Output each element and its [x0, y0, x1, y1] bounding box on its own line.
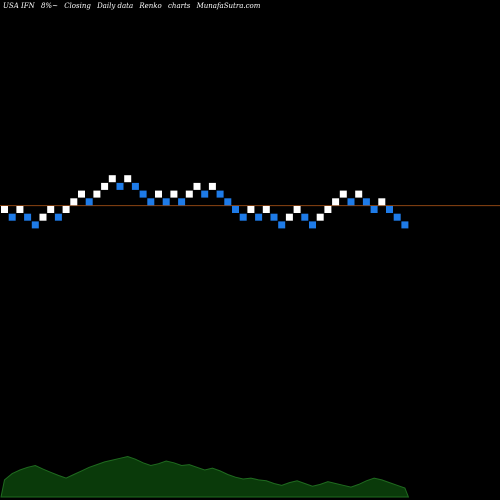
renko-brick-up [70, 198, 78, 206]
renko-brick-up [1, 206, 8, 213]
renko-brick-down [216, 190, 224, 198]
chart-header: USA IFN 8%~ Closing Daily data Renko cha… [3, 2, 264, 10]
renko-brick-down [347, 198, 355, 206]
renko-brick-down [8, 213, 16, 221]
renko-brick-down [270, 213, 278, 221]
renko-brick-down [139, 190, 147, 198]
renko-brick-down [362, 198, 370, 206]
renko-brick-down [24, 213, 32, 221]
renko-brick-up [293, 206, 301, 213]
renko-brick-up [108, 175, 116, 183]
renko-brick-down [178, 198, 186, 206]
renko-brick-up [78, 190, 85, 198]
renko-brick-up [332, 198, 340, 206]
renko-brick-up [185, 190, 193, 198]
renko-brick-down [370, 206, 378, 213]
renko-brick-down [31, 221, 39, 229]
renko-brick-up [62, 206, 70, 213]
volume-area-path [0, 455, 410, 498]
renko-brick-up [247, 206, 255, 213]
renko-brick-down [232, 206, 239, 213]
renko-brick-down [116, 182, 124, 190]
daily-data-label: Daily data [97, 2, 134, 10]
renko-brick-up [378, 198, 386, 206]
renko-brick-down [85, 198, 93, 206]
renko-brick-up [39, 213, 47, 221]
renko-brick-up [155, 190, 162, 198]
ticker-label: USA IFN [3, 2, 35, 10]
renko-brick-up [16, 206, 24, 213]
renko-brick-up [355, 190, 363, 198]
renko-brick-down [278, 221, 286, 229]
bricks-group [1, 175, 409, 229]
renko-brick-down [309, 221, 316, 229]
renko-brick-down [147, 198, 155, 206]
renko-brick-down [255, 213, 263, 221]
renko-brick-down [401, 221, 409, 229]
renko-brick-up [262, 206, 270, 213]
renko-brick-up [193, 182, 201, 190]
renko-brick-up [47, 206, 55, 213]
renko-brick-down [393, 213, 401, 221]
renko-brick-down [224, 198, 232, 206]
renko-brick-up [339, 190, 347, 198]
closing-label: Closing [64, 2, 91, 10]
renko-brick-up [101, 182, 109, 190]
renko-brick-down [239, 213, 247, 221]
charts-label: charts [168, 2, 191, 10]
renko-brick-down [386, 206, 393, 213]
renko-brick-up [285, 213, 293, 221]
volume-area [0, 455, 410, 498]
change-label: 8%~ [40, 2, 58, 10]
renko-label: Renko [139, 2, 162, 10]
renko-brick-up [208, 182, 216, 190]
renko-brick-down [301, 213, 309, 221]
renko-brick-up [124, 175, 132, 183]
renko-brick-down [54, 213, 62, 221]
renko-brick-down [201, 190, 209, 198]
renko-brick-up [93, 190, 101, 198]
renko-brick-down [131, 182, 139, 190]
site-label: MunafaSutra.com [196, 2, 261, 10]
renko-brick-up [170, 190, 178, 198]
renko-brick-down [162, 198, 170, 206]
renko-brick-up [324, 206, 332, 213]
renko-brick-up [316, 213, 324, 221]
